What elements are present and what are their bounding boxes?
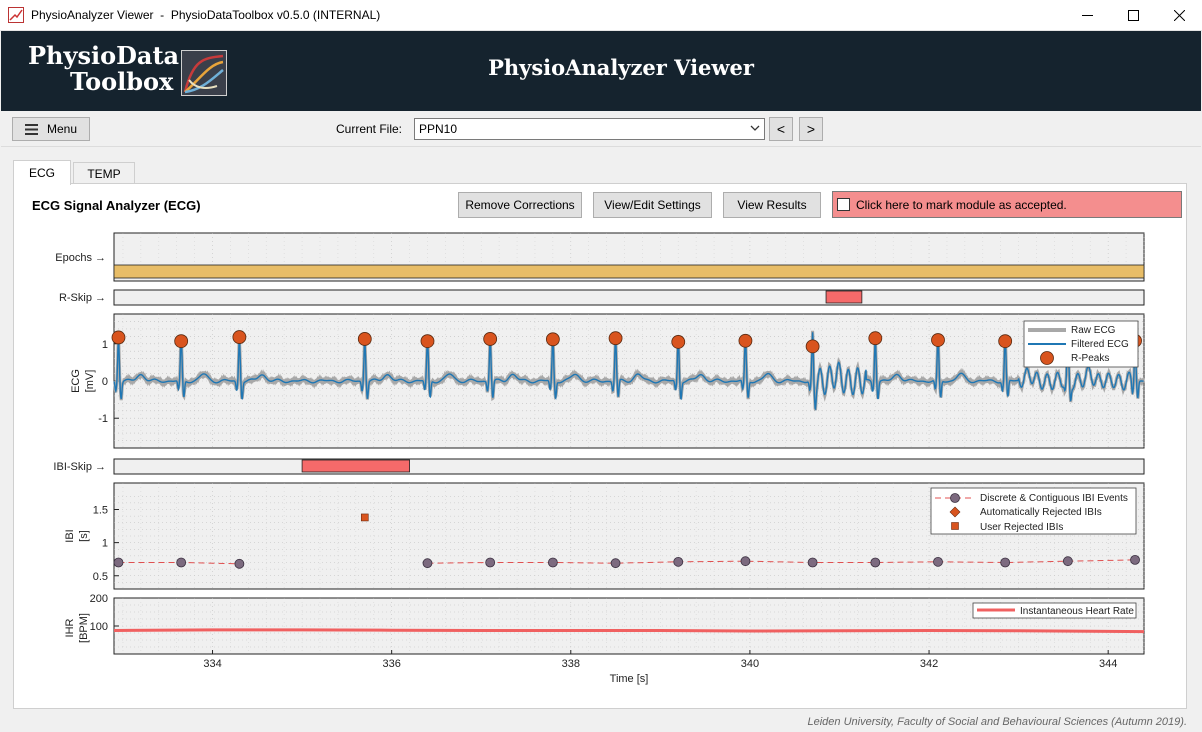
close-icon	[1173, 10, 1185, 21]
logo-line2: Toolbox	[70, 67, 174, 96]
app-title: PhysioAnalyzer Viewer	[488, 55, 754, 80]
tab-temp[interactable]: TEMP	[73, 162, 135, 184]
tab-ecg-label: ECG	[28, 166, 55, 180]
accept-label: Click here to mark module as accepted.	[856, 197, 1067, 212]
app-icon	[8, 7, 24, 23]
tab-ecg[interactable]: ECG	[13, 160, 71, 185]
close-button[interactable]	[1156, 0, 1202, 31]
tab-temp-label: TEMP	[87, 166, 121, 181]
previous-file-button[interactable]: <	[769, 117, 793, 141]
maximize-icon	[1127, 10, 1139, 21]
view-edit-settings-button[interactable]: View/Edit Settings	[593, 192, 712, 218]
view-results-button[interactable]: View Results	[723, 192, 821, 218]
view-results-label: View Results	[737, 198, 807, 212]
window-title: PhysioAnalyzer Viewer - PhysioDataToolbo…	[31, 8, 381, 22]
minimize-button[interactable]	[1064, 0, 1110, 31]
previous-label: <	[776, 121, 786, 137]
panel-title: ECG Signal Analyzer (ECG)	[32, 198, 201, 213]
menu-button[interactable]: Menu	[12, 117, 90, 141]
logo-text: PhysioData Toolbox	[28, 41, 180, 96]
next-label: >	[806, 121, 816, 137]
toolbar: Menu Current File: PPN10 < >	[1, 111, 1201, 147]
next-file-button[interactable]: >	[799, 117, 823, 141]
footer-credit: Leiden University, Faculty of Social and…	[807, 716, 1188, 728]
logo-image	[181, 50, 227, 96]
current-file-select[interactable]: PPN10	[414, 118, 765, 140]
current-file-value: PPN10	[419, 122, 458, 136]
ecg-panel: ECG Signal Analyzer (ECG) Remove Correct…	[13, 183, 1187, 709]
accept-checkbox-box[interactable]	[837, 198, 850, 211]
hamburger-icon	[24, 123, 38, 135]
maximize-button[interactable]	[1110, 0, 1156, 31]
logo-line1: PhysioData	[28, 41, 180, 70]
window-titlebar: PhysioAnalyzer Viewer - PhysioDataToolbo…	[0, 0, 1202, 31]
chevron-down-icon	[750, 125, 760, 131]
header-banner: PhysioData Toolbox PhysioAnalyzer Viewer	[1, 31, 1201, 111]
accept-module-checkbox[interactable]: Click here to mark module as accepted.	[832, 191, 1182, 218]
current-file-label: Current File:	[336, 122, 403, 136]
remove-corrections-button[interactable]: Remove Corrections	[458, 192, 582, 218]
menu-label: Menu	[46, 122, 78, 136]
remove-corrections-label: Remove Corrections	[465, 198, 575, 212]
minimize-icon	[1081, 15, 1093, 16]
view-edit-settings-label: View/Edit Settings	[604, 198, 701, 212]
